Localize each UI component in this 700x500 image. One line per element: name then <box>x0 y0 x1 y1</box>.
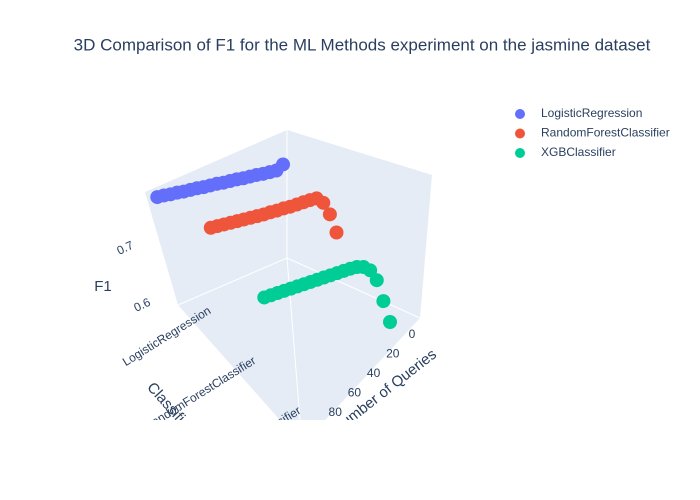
marker <box>329 225 344 240</box>
scene: 0204060800.60.7LogisticRegressionRandomF… <box>94 130 440 454</box>
legend-marker <box>515 148 525 158</box>
x-tick-label: 40 <box>367 366 381 380</box>
legend-marker <box>515 109 525 119</box>
legend-label: RandomForestClassifier <box>541 126 670 140</box>
marker <box>203 220 218 235</box>
x-tick-label: 60 <box>348 386 362 400</box>
z-tick-label: 0.7 <box>115 238 136 258</box>
legend-label: LogisticRegression <box>541 106 642 120</box>
x-tick-label: 20 <box>386 347 400 361</box>
marker <box>376 294 391 309</box>
marker <box>150 190 165 205</box>
marker <box>257 290 272 305</box>
legend-label: XGBClassifier <box>541 145 616 159</box>
marker <box>322 207 337 222</box>
y-tick-label: LogisticRegression <box>120 303 213 369</box>
y-tick-label: XGBClassifier <box>233 403 304 454</box>
floor <box>178 258 420 420</box>
x-tick-label: 0 <box>409 327 416 341</box>
marker <box>369 273 384 288</box>
x-tick-label: 80 <box>329 405 343 419</box>
chart-title: 3D Comparison of F1 for the ML Methods e… <box>74 35 651 54</box>
marker <box>383 315 397 329</box>
z-tick-label: 0.6 <box>132 295 153 315</box>
legend-marker <box>515 128 525 139</box>
z-axis-title: F1 <box>94 278 112 295</box>
